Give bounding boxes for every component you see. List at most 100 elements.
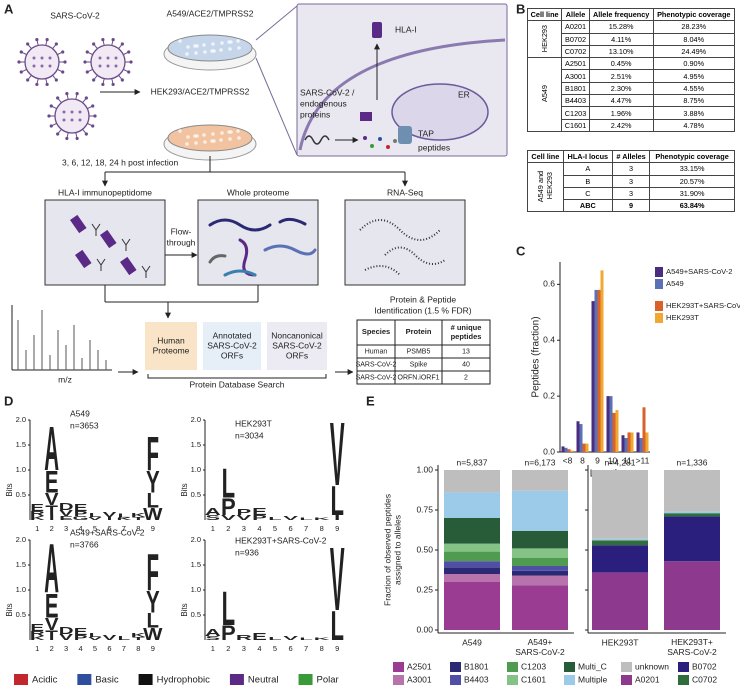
cell-dot bbox=[193, 134, 197, 138]
logo-letter: Y bbox=[146, 584, 160, 619]
y-tick-label: 0.5 bbox=[16, 610, 26, 619]
peptide-dot bbox=[370, 144, 374, 148]
table-cell: 4.95% bbox=[652, 69, 736, 83]
bar-segment bbox=[512, 575, 568, 586]
x-tick-label-line: A549+ bbox=[528, 637, 553, 647]
legend-label: B1801 bbox=[464, 661, 489, 671]
cell-dot bbox=[203, 140, 207, 144]
logo-letter: L bbox=[330, 479, 343, 525]
hla-icon bbox=[372, 22, 382, 38]
virus-spike bbox=[82, 128, 87, 134]
position-label: 2 bbox=[50, 644, 54, 653]
bar bbox=[576, 421, 580, 452]
virus-spike-tip bbox=[54, 78, 58, 82]
y-tick-label: 1.5 bbox=[16, 440, 26, 449]
peptide-dot bbox=[378, 137, 382, 141]
position-label: 7 bbox=[122, 524, 126, 533]
bracket bbox=[147, 374, 327, 379]
virus-spike-tip bbox=[84, 96, 88, 100]
logo-letter: L bbox=[222, 581, 235, 635]
logo-letter: V bbox=[88, 637, 102, 642]
table-cell: C1601 bbox=[561, 118, 590, 132]
bar-segment bbox=[592, 470, 648, 539]
logo-letter: A bbox=[205, 626, 221, 638]
logo-letter: L bbox=[89, 512, 102, 518]
bar-segment bbox=[592, 572, 648, 630]
virus-spike bbox=[102, 40, 105, 46]
virus-spike-tip bbox=[35, 37, 39, 42]
cell-line-cell: A549 bbox=[526, 57, 563, 132]
legend-swatch bbox=[229, 674, 244, 685]
bar bbox=[645, 432, 649, 452]
logo-letter: P bbox=[74, 510, 88, 518]
position-label: 1 bbox=[211, 644, 215, 653]
virus-rna bbox=[114, 64, 118, 68]
cell-dot bbox=[227, 40, 231, 44]
protein-strand bbox=[263, 244, 317, 256]
virus-rna bbox=[32, 64, 36, 68]
hla-label: HLA-I bbox=[395, 24, 417, 34]
virus-spike-tip bbox=[127, 50, 131, 54]
table-row: C1601 2.42% 4.78% bbox=[528, 118, 736, 132]
logo-letter: E bbox=[45, 464, 59, 499]
position-label: 5 bbox=[93, 644, 97, 653]
virus-spike-tip bbox=[54, 42, 58, 46]
timepoints: 3, 6, 12, 18, 24 h post infection bbox=[62, 157, 179, 167]
legend-swatch bbox=[507, 662, 518, 672]
logo-letter: L bbox=[118, 513, 131, 519]
table-cell: 0.90% bbox=[652, 57, 736, 71]
virus-spike bbox=[111, 78, 114, 84]
annotation: n=1,336 bbox=[677, 457, 708, 467]
panel-letter: C bbox=[516, 243, 526, 258]
flow-label: through bbox=[167, 237, 196, 247]
table-cell: 2 bbox=[464, 374, 468, 381]
logo-letter: V bbox=[103, 511, 118, 519]
box-label: RNA-Seq bbox=[387, 187, 423, 197]
logo-letter: L bbox=[299, 637, 313, 641]
bar bbox=[591, 301, 595, 452]
cell-line: A549 and HEK293 bbox=[536, 170, 555, 203]
table-cell: PSMB5 bbox=[407, 348, 431, 355]
virus-spike bbox=[111, 40, 114, 46]
legend-swatch bbox=[655, 313, 663, 323]
table-cell: 4.11% bbox=[588, 32, 654, 46]
virus-spike bbox=[21, 52, 27, 56]
y-tick-label: 0.5 bbox=[16, 490, 26, 499]
virus-spike-tip bbox=[92, 78, 96, 82]
legend-swatch bbox=[655, 279, 663, 289]
legend-label: unknown bbox=[635, 661, 669, 671]
y-tick-label: 1.0 bbox=[191, 465, 201, 474]
peptide-dot bbox=[386, 145, 390, 149]
virus-spike-tip bbox=[63, 60, 67, 64]
protein-strand bbox=[208, 254, 227, 264]
legend-label: A2501 bbox=[407, 661, 432, 671]
logo-letter: L bbox=[147, 489, 160, 512]
logo-letter: E bbox=[45, 587, 59, 626]
bar-segment bbox=[592, 540, 648, 546]
protein-chain bbox=[304, 135, 330, 145]
virus-spike-tip bbox=[65, 91, 69, 96]
virus-rna bbox=[106, 56, 110, 60]
logo-letter: K bbox=[314, 517, 331, 521]
table-cell: B4403 bbox=[561, 94, 590, 108]
table-row: HEK293 A0201 15.28% 28.23% bbox=[526, 20, 736, 59]
box-label: Whole proteome bbox=[227, 187, 290, 197]
position-label: 3 bbox=[64, 524, 68, 533]
cell-dot bbox=[194, 141, 198, 145]
logo-letter: W bbox=[143, 505, 162, 524]
bar bbox=[582, 443, 586, 452]
virus-spike bbox=[51, 106, 57, 110]
virus-spike bbox=[118, 44, 123, 50]
table-cell: ORFN.iORF1 bbox=[398, 374, 440, 381]
database-label: ORFs bbox=[286, 350, 308, 360]
x-tick-label: 8 bbox=[580, 455, 585, 465]
position-label: 1 bbox=[35, 524, 39, 533]
logo-n: n=3653 bbox=[70, 420, 99, 430]
bar-segment bbox=[664, 561, 720, 630]
position-label: 3 bbox=[242, 644, 246, 653]
virus-spike-tip bbox=[101, 82, 105, 87]
annotation: n=6,173 bbox=[525, 457, 556, 467]
bar bbox=[636, 432, 640, 452]
database-box bbox=[145, 322, 197, 370]
virus-spike-tip bbox=[75, 91, 79, 96]
